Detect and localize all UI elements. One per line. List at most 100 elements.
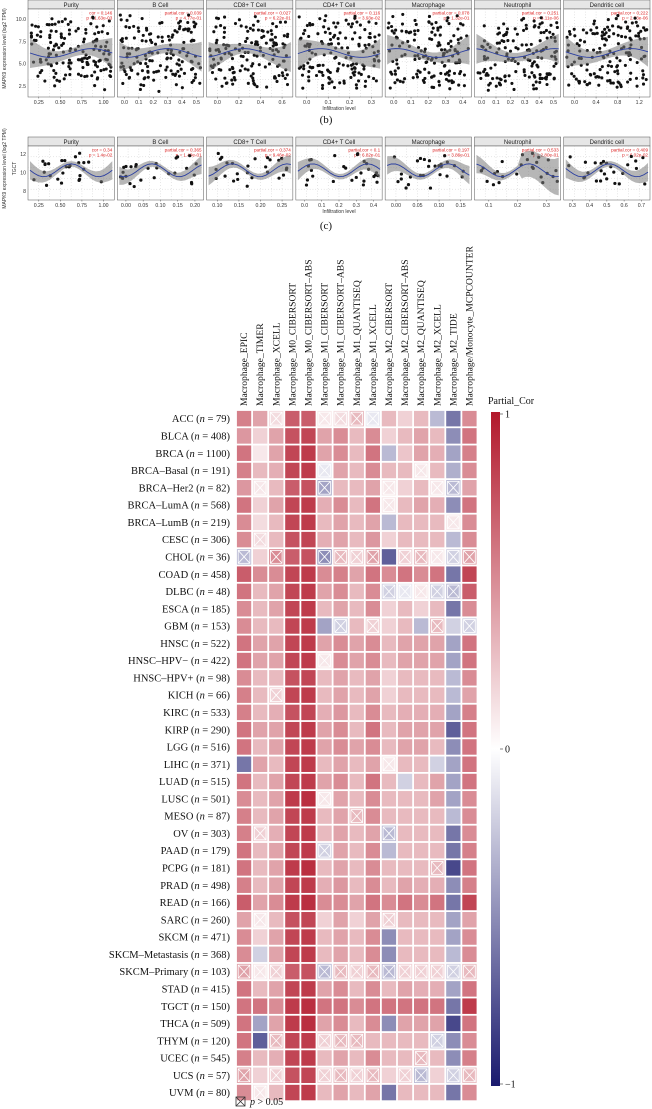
y-tick-label: 10.0 [16,17,26,23]
data-point [400,22,405,26]
heatmap-cell [301,549,316,565]
x-tick-label: 0.1 [485,203,492,209]
data-point [177,58,181,62]
heatmap-cell [253,894,268,911]
legend-tick-label: 1 [505,410,510,421]
heatmap-cell [381,894,397,911]
heatmap-cell [269,721,284,738]
data-point [439,71,443,75]
heatmap-cell [397,462,413,479]
data-point [567,83,571,87]
cross-box [334,1033,347,1048]
cross-line [270,688,283,702]
heatmap-cell [397,618,413,634]
heatmap-cell [285,842,300,859]
heatmap-cell [301,514,316,531]
data-point [445,71,449,75]
data-point [390,72,394,76]
data-point [93,84,97,88]
data-point [438,25,443,29]
data-point [93,70,97,74]
data-point [520,43,524,47]
heatmap-cell [381,1050,397,1066]
data-point [146,75,150,79]
data-point [539,31,543,35]
data-point [555,25,559,30]
heatmap-cell [301,825,316,842]
heatmap-cell [397,1015,413,1032]
data-point [574,77,578,81]
heatmap-cell [236,687,252,703]
data-point [187,27,191,31]
heatmap-cell [333,825,348,842]
confidence-band [387,34,470,65]
data-point [554,62,558,66]
data-point [46,46,50,50]
data-point [139,83,143,87]
nonsig-cross [253,964,267,979]
data-point [457,83,461,87]
heatmap-cell [333,445,348,461]
data-point [257,63,261,67]
data-point [336,42,341,46]
data-point [507,74,511,78]
data-point [150,40,154,45]
data-point [53,84,57,88]
heatmap-cell [430,410,445,427]
data-point [436,28,440,32]
data-point [214,41,218,45]
heatmap-cell [333,1015,348,1032]
heatmap-cell [446,825,461,842]
data-point [573,34,577,38]
data-point [266,156,270,160]
data-point [336,21,340,25]
x-tick-label: 0.0 [303,100,310,106]
cross-line [431,481,444,495]
y-tick-label: 5.0 [19,62,26,68]
data-point [278,20,282,24]
heatmap-cell [462,462,477,479]
heatmap-cell [317,808,332,824]
data-point [427,14,431,18]
data-point [230,78,234,82]
panel-b-label: (b) [320,114,333,126]
heatmap-cell [414,652,429,669]
heatmap-cell [301,791,316,807]
data-point [180,60,184,64]
heatmap-cell [430,652,445,669]
heatmap-cell [381,946,397,963]
data-point [297,15,301,19]
data-point [404,186,408,190]
cross-box [382,964,396,979]
cross-line [254,1085,267,1100]
y-tick-label: 7.5 [19,39,26,45]
data-point [403,77,407,81]
heatmap-cell [349,635,364,652]
heatmap-cell [285,739,300,755]
data-point [193,76,197,80]
data-point [90,74,94,78]
data-point [328,77,332,81]
cross-line [447,584,460,599]
heatmap-cell [365,842,380,859]
heatmap-cell [253,929,268,945]
heatmap-cell [397,652,413,669]
data-point [404,29,408,34]
x-tick-label: 1.00 [98,100,108,106]
data-point [171,72,175,76]
data-point [256,19,260,23]
heatmap-cell [269,998,284,1014]
heatmap-cell [414,1015,429,1032]
heatmap-cell [236,600,252,617]
data-point [281,74,285,78]
row-label: DLBC (n = 48) [165,587,230,598]
heatmap-cell [446,894,461,911]
data-point [447,79,451,83]
heatmap-cell [381,704,397,721]
data-point [300,73,305,77]
data-point [447,73,451,77]
data-point [502,39,506,43]
facet-title: CD4+ T Cell [323,140,356,146]
data-point [388,86,392,90]
stat-cor: partial.cor = 0.1 [348,148,380,153]
